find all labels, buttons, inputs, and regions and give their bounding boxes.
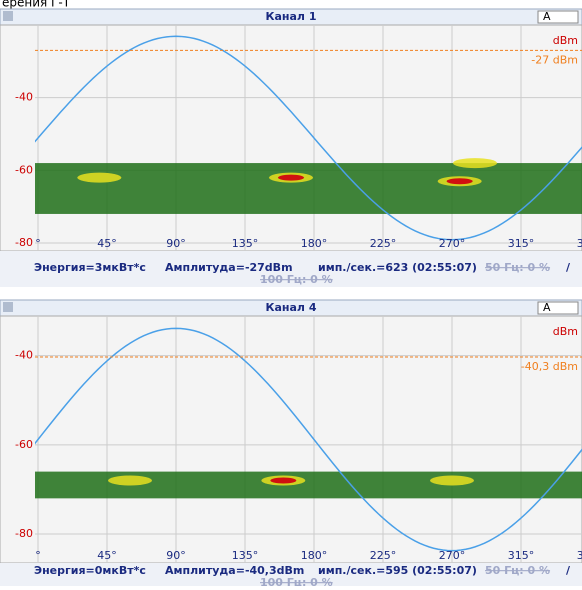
hot-spot	[453, 158, 497, 169]
density-band	[35, 471, 582, 499]
plot-area	[0, 315, 582, 564]
x-tick-label: 90°	[166, 237, 186, 250]
mode-select[interactable]	[537, 10, 579, 24]
x-tick-label: 45°	[97, 237, 117, 250]
x-tick-label: 360°	[577, 549, 582, 562]
panel-title: Канал 4	[266, 301, 317, 314]
status-bar	[0, 563, 582, 586]
mode-select-value: A	[543, 301, 551, 314]
x-tick-label: 315°	[508, 549, 535, 562]
plot-layer: ° 45° 90° 135° 180° 225° 270° 315° 360°	[35, 25, 582, 251]
plot-layer: ° 45° 90° 135° 180° 225° 270° 315° 360°	[35, 316, 582, 563]
energy: Энергия=3мкВт*с	[34, 261, 146, 274]
threshold-label: -40,3 dBm	[521, 360, 578, 373]
x-tick-label: 180°	[301, 237, 328, 250]
phase-sine	[35, 327, 582, 552]
amplitude: Амплитуда=-40,3dBm	[165, 564, 304, 577]
amplitude: Амплитуда=-27dBm	[165, 261, 293, 274]
x-tick-label: 225°	[370, 237, 397, 250]
hot-spot-core	[446, 178, 473, 185]
window-icon	[3, 11, 13, 21]
x-tick-label: 225°	[370, 549, 397, 562]
density-band	[35, 163, 582, 214]
x-tick-label: 135°	[232, 237, 259, 250]
x-tick-label: 45°	[97, 549, 117, 562]
threshold-label: -27 dBm	[531, 53, 578, 66]
f50: 50 Гц: 0 %	[485, 564, 550, 577]
panel-title: Канал 1	[266, 10, 317, 23]
x-tick-label: 270°	[439, 237, 466, 250]
mode-select[interactable]	[537, 301, 579, 315]
window-title: ерения Г-Т	[2, 0, 71, 10]
x-tick-label: 315°	[508, 237, 535, 250]
energy: Энергия=0мкВт*с	[34, 564, 146, 577]
f50: 50 Гц: 0 %	[485, 261, 550, 274]
unit-label: dBm	[553, 325, 578, 338]
x-tick-label: °	[35, 237, 41, 250]
f100: 100 Гц: 0 %	[260, 273, 333, 286]
y-tick-label: -80	[15, 527, 33, 540]
x-tick-label: 360°	[577, 237, 582, 250]
y-tick-label: -80	[15, 236, 33, 249]
mode-select-value: A	[543, 10, 551, 23]
y-tick-label: -40	[15, 91, 33, 104]
status-bar	[0, 251, 582, 287]
hot-spot	[77, 172, 122, 183]
unit-label: dBm	[553, 34, 578, 47]
x-tick-label: 270°	[439, 549, 466, 562]
hot-spot	[430, 475, 474, 486]
y-tick-label: -40	[15, 349, 33, 362]
hot-spot-core	[270, 477, 297, 484]
hot-spot	[108, 475, 152, 486]
plot-area	[0, 24, 582, 252]
x-tick-label: 180°	[301, 549, 328, 562]
f100: 100 Гц: 0 %	[260, 576, 333, 586]
phase-sine	[35, 35, 582, 241]
x-tick-label: °	[35, 549, 41, 562]
y-tick-label: -60	[15, 438, 33, 451]
x-tick-label: 135°	[232, 549, 259, 562]
window-icon	[3, 302, 13, 312]
hot-spot-core	[278, 174, 304, 181]
pulse-rate: имп./сек.=595 (02:55:07)	[318, 564, 477, 577]
pulse-rate: имп./сек.=623 (02:55:07)	[318, 261, 477, 274]
separator: /	[566, 564, 571, 577]
x-tick-label: 90°	[166, 549, 186, 562]
y-tick-label: -60	[15, 163, 33, 176]
separator: /	[566, 261, 571, 274]
